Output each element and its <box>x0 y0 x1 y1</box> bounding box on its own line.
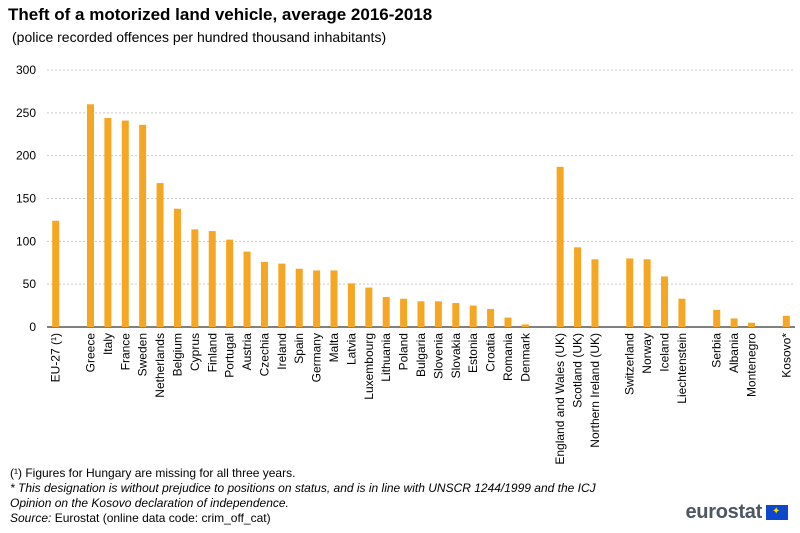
x-tick-label: Bulgaria <box>414 333 428 377</box>
x-tick-label: Latvia <box>344 333 358 365</box>
x-tick-label: Estonia <box>466 333 480 373</box>
bar <box>626 258 634 327</box>
x-tick-label: Germany <box>310 333 324 382</box>
x-tick-label: Cyprus <box>188 333 202 371</box>
y-tick-label: 200 <box>16 149 36 163</box>
bar <box>782 315 790 327</box>
eurostat-logo[interactable]: eurostat <box>685 501 788 524</box>
x-tick-label: Romania <box>501 333 515 381</box>
bar <box>521 324 529 327</box>
x-tick-label: Norway <box>640 333 654 374</box>
y-tick-label: 0 <box>29 320 36 334</box>
x-tick-label: Malta <box>327 333 341 363</box>
x-tick-label: Montenegro <box>745 333 759 397</box>
bar <box>330 270 338 327</box>
x-tick-label: EU-27 (¹) <box>49 333 63 382</box>
y-tick-label: 300 <box>16 63 36 77</box>
source-line: Source: Eurostat (online data code: crim… <box>10 511 596 526</box>
bar <box>295 268 303 327</box>
footnote-kosovo-cont: Opinion on the Kosovo declaration of ind… <box>10 496 289 510</box>
bar <box>469 305 477 327</box>
x-tick-label: Ireland <box>275 333 289 370</box>
x-tick-label: Czechia <box>257 333 271 377</box>
bar <box>52 220 60 327</box>
source-label: Source: <box>10 511 52 525</box>
bar <box>86 104 94 328</box>
bar <box>347 283 355 327</box>
x-tick-label: Albania <box>727 333 741 373</box>
x-tick-label: Kosovo* <box>779 333 793 378</box>
bar <box>504 317 512 327</box>
bar <box>434 301 442 327</box>
chart-subtitle: (police recorded offences per hundred th… <box>12 29 387 45</box>
x-tick-label: Greece <box>83 333 97 373</box>
bar <box>556 166 564 327</box>
source-text: Eurostat (online data code: crim_off_cat… <box>51 511 271 525</box>
bar <box>591 259 599 327</box>
bar <box>104 117 112 328</box>
bar <box>121 120 129 327</box>
x-tick-label: Italy <box>101 333 115 355</box>
y-tick-label: 250 <box>16 106 36 120</box>
y-tick-label: 100 <box>16 234 36 248</box>
bar <box>191 229 199 327</box>
x-tick-label: France <box>118 333 132 371</box>
x-tick-label: England and Wales (UK) <box>553 333 567 465</box>
x-tick-label: Croatia <box>484 333 498 372</box>
x-tick-label: Slovenia <box>431 333 445 379</box>
x-tick-label: Austria <box>240 333 254 371</box>
bar <box>748 322 756 327</box>
x-tick-label: Switzerland <box>623 333 637 395</box>
x-tick-label: Liechtenstein <box>675 333 689 404</box>
bar <box>678 298 686 327</box>
bar-chart: 0 50 100 150 200 250 300 EU-27 (¹) Greece Italy Fr… <box>16 63 795 465</box>
bar <box>487 309 495 327</box>
bar <box>452 303 460 327</box>
bar <box>713 309 721 327</box>
x-tick-label: Serbia <box>710 333 724 368</box>
footnote-hungary: (¹) Figures for Hungary are missing for … <box>10 466 296 480</box>
x-tick-label: Belgium <box>170 333 184 376</box>
x-tick-label: Netherlands <box>153 333 167 398</box>
bar <box>400 298 408 327</box>
bar <box>173 208 181 327</box>
x-tick-label: Portugal <box>223 333 237 378</box>
x-tick-label: Luxembourg <box>362 333 376 400</box>
x-tick-label: Denmark <box>518 332 532 382</box>
x-tick-label: Scotland (UK) <box>571 333 585 408</box>
x-tick-label: Lithuania <box>379 333 393 382</box>
bar <box>643 259 651 327</box>
y-tick-label: 150 <box>16 192 36 206</box>
y-tick-label: 50 <box>23 277 37 291</box>
eu-flag-icon <box>766 505 788 520</box>
bar <box>730 318 738 327</box>
bar <box>382 297 390 327</box>
bar <box>243 251 251 327</box>
x-tick-label: Finland <box>205 333 219 372</box>
bar <box>313 270 321 327</box>
bar <box>260 261 268 327</box>
bar <box>661 276 669 327</box>
bar <box>417 301 425 327</box>
x-tick-label: Spain <box>292 333 306 364</box>
bar <box>226 239 234 327</box>
bar <box>365 287 373 327</box>
x-tick-label: Poland <box>397 333 411 370</box>
x-tick-label: Slovakia <box>449 333 463 379</box>
bar <box>156 183 164 327</box>
bar <box>139 124 147 328</box>
bar <box>574 247 582 327</box>
bar <box>208 231 216 327</box>
chart-title: Theft of a motorized land vehicle, avera… <box>8 5 433 24</box>
footnote-kosovo: * This designation is without prejudice … <box>10 481 596 495</box>
x-tick-label: Northern Ireland (UK) <box>588 333 602 448</box>
bar <box>278 263 286 327</box>
footnotes: (¹) Figures for Hungary are missing for … <box>10 466 596 526</box>
x-tick-label: Iceland <box>658 333 672 372</box>
x-tick-label: Sweden <box>136 333 150 376</box>
logo-text: eurostat <box>685 501 762 523</box>
